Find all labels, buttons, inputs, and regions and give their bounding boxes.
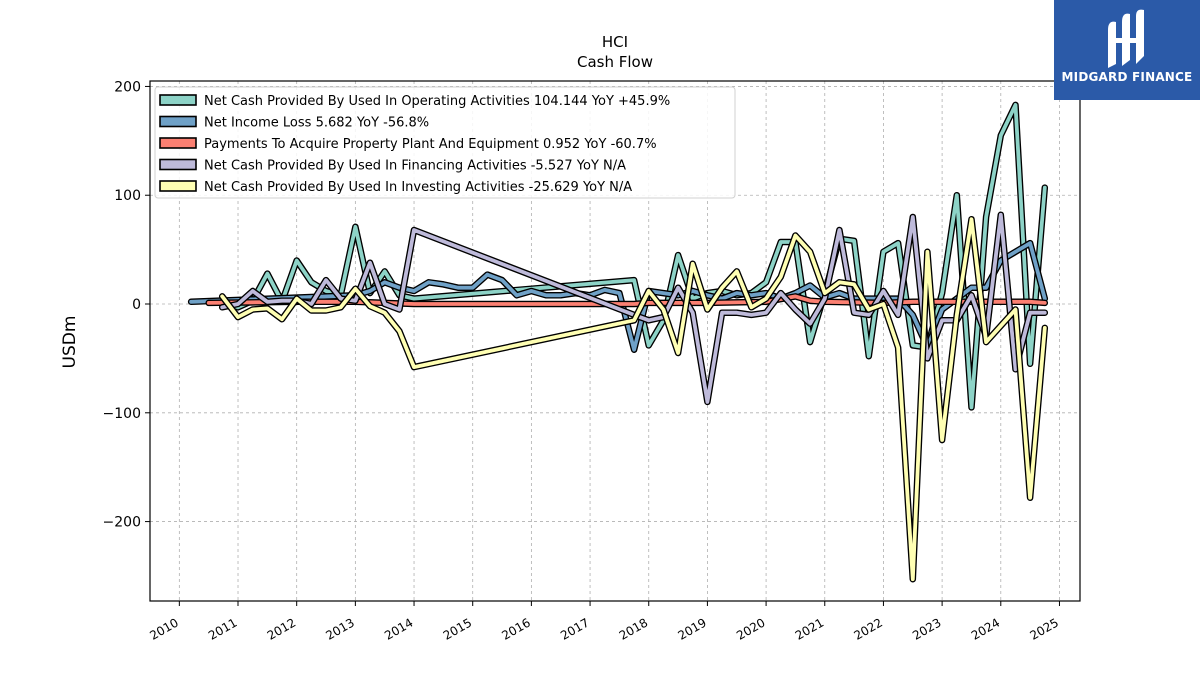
y-axis-label: USDm: [60, 316, 80, 369]
x-tick-label: 2025: [1028, 615, 1061, 642]
y-tick-label: 100: [114, 188, 141, 204]
x-tick-label: 2011: [206, 615, 239, 642]
chart-subtitle: Cash Flow: [577, 53, 653, 71]
legend-label-2: Payments To Acquire Property Plant And E…: [204, 137, 657, 152]
legend-box: [154, 86, 736, 199]
legend-label-0: Net Cash Provided By Used In Operating A…: [204, 94, 670, 109]
legend-swatch-0: [159, 94, 197, 106]
x-tick-label: 2017: [558, 615, 591, 642]
x-tick-label: 2012: [265, 615, 298, 642]
x-tick-label: 2021: [793, 615, 826, 642]
legend-swatch-4: [159, 180, 197, 192]
series-line-3: [220, 212, 1047, 404]
legend-swatch-3: [159, 158, 197, 171]
y-tick-label: 0: [132, 297, 141, 313]
x-tick-label: 2016: [499, 615, 532, 642]
logo-text: MIDGARD FINANCE: [1061, 70, 1193, 84]
y-axis: −200 −100 0 100 200: [103, 79, 150, 531]
midgard-finance-logo: MIDGARD FINANCE: [1054, 0, 1200, 100]
x-tick-label: 2019: [675, 615, 708, 642]
x-axis: 2010 2011 2012 2013 2014 2015 2016 2017 2018 2019…: [147, 601, 1061, 643]
legend: Net Cash Provided By Used In Operating A…: [154, 86, 736, 199]
legend-label-1: Net Income Loss 5.682 YoY -56.8%: [204, 116, 429, 131]
x-tick-label: 2023: [910, 615, 943, 642]
x-tick-label: 2014: [382, 615, 415, 642]
plot-frame: [149, 80, 1081, 602]
series-line-4: [220, 217, 1047, 582]
legend-label-4: Net Cash Provided By Used In Investing A…: [204, 180, 632, 195]
legend-label-3: Net Cash Provided By Used In Financing A…: [204, 159, 626, 174]
legend-swatch-2: [159, 137, 197, 149]
legend-swatch-1: [159, 115, 197, 128]
x-tick-label: 2010: [147, 615, 180, 642]
x-tick-label: 2018: [617, 615, 650, 642]
y-tick-label: −100: [103, 406, 141, 422]
y-tick-label: 200: [114, 79, 141, 95]
x-tick-label: 2024: [969, 615, 1002, 642]
series-lines: [187, 101, 1049, 583]
x-tick-label: 2013: [323, 615, 356, 642]
x-tick-label: 2022: [851, 615, 884, 642]
x-tick-label: 2020: [734, 615, 767, 642]
midgard-logo-icon: [1108, 9, 1144, 68]
x-tick-label: 2015: [441, 615, 474, 642]
chart-title: HCI: [602, 33, 628, 51]
y-tick-label: −200: [103, 515, 141, 531]
